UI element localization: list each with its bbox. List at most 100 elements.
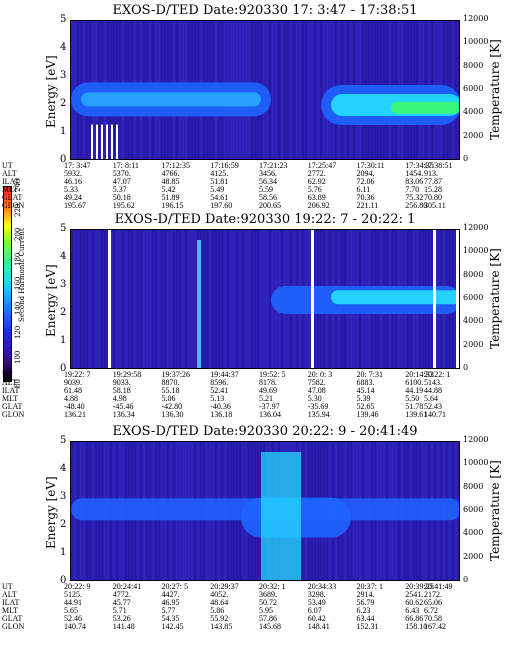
table-cell: 136.34 bbox=[112, 410, 135, 419]
table-cell: 158.10 bbox=[405, 622, 428, 631]
table-cell: 2541. bbox=[405, 590, 424, 599]
table-cell: 52.43 bbox=[424, 402, 442, 411]
table-cell: 58.56 bbox=[259, 193, 277, 202]
table-cell: 20:24:41 bbox=[112, 582, 142, 591]
y-axis-label: Energy [eV] bbox=[44, 264, 58, 337]
table-cell: 50.18 bbox=[112, 193, 131, 202]
table-cell: 49.24 bbox=[64, 193, 82, 202]
energy-band-peak bbox=[391, 101, 459, 114]
table-cell: 63.89 bbox=[307, 193, 326, 202]
table-cell: -35.69 bbox=[307, 402, 329, 411]
y2-tick-label: 0 bbox=[463, 575, 469, 584]
row-label: GLON bbox=[2, 201, 25, 210]
texture-stripe bbox=[122, 230, 124, 368]
table-cell: 55.18 bbox=[161, 386, 180, 395]
table-cell: 221.11 bbox=[356, 201, 379, 210]
table-cell: 5.86 bbox=[210, 606, 225, 615]
row-label: ALT bbox=[2, 590, 17, 599]
table-cell: 44.19 bbox=[405, 386, 424, 395]
texture-stripe bbox=[269, 21, 271, 159]
row-label: ALT bbox=[2, 169, 17, 178]
table-cell: 48.85 bbox=[161, 177, 180, 186]
texture-stripe bbox=[299, 21, 301, 159]
table-cell: 8178. bbox=[259, 378, 277, 387]
table-cell: 45.14 bbox=[356, 386, 375, 395]
table-cell: 17:38:51 bbox=[424, 161, 453, 170]
table-cell: 6.07 bbox=[307, 606, 322, 615]
y2-tick-label: 12000 bbox=[463, 223, 489, 232]
table-cell: 17:34:35 bbox=[405, 161, 434, 170]
row-label: MLT bbox=[2, 394, 19, 403]
data-gap bbox=[311, 230, 314, 368]
texture-stripe bbox=[146, 230, 148, 368]
y-axis-label: Energy [eV] bbox=[44, 476, 58, 549]
table-cell: 5143. bbox=[424, 378, 442, 387]
table-cell: 62.92 bbox=[307, 177, 326, 186]
texture-stripe bbox=[308, 21, 310, 159]
y-tick-label: 5 bbox=[60, 14, 67, 25]
y-tick-label: 2 bbox=[60, 98, 67, 109]
y-tick-label: 1 bbox=[60, 126, 67, 137]
table-cell: 5.49 bbox=[210, 185, 225, 194]
y-tick-label: 1 bbox=[60, 335, 67, 346]
table-cell: 196.15 bbox=[161, 201, 184, 210]
energy-band-core bbox=[81, 92, 261, 107]
table-cell: 142.45 bbox=[161, 622, 184, 631]
table-cell: 3298. bbox=[307, 590, 326, 599]
table-cell: 20:27: 5 bbox=[161, 582, 188, 591]
vertical-spike bbox=[197, 240, 201, 368]
y2-axis-label: Temperature [K] bbox=[488, 248, 502, 349]
texture-stripe bbox=[131, 230, 133, 368]
white-spike bbox=[106, 124, 108, 159]
table-cell: 55.92 bbox=[210, 614, 229, 623]
data-gap bbox=[108, 230, 111, 368]
texture-stripe bbox=[284, 21, 286, 159]
texture-stripe bbox=[263, 230, 265, 368]
table-cell: 913. bbox=[424, 169, 438, 178]
y2-tick-label: 10000 bbox=[463, 37, 489, 47]
table-cell: 136.21 bbox=[64, 410, 86, 419]
chart-title: EXOS-D/TED Date:920330 17: 3:47 - 17:38:… bbox=[112, 3, 418, 18]
y-tick-label: 3 bbox=[60, 70, 67, 81]
broadband-burst bbox=[261, 452, 301, 580]
table-cell: 4.98 bbox=[112, 394, 127, 403]
table-cell: 5.37 bbox=[112, 185, 127, 194]
table-cell: 57.86 bbox=[259, 614, 277, 623]
table-cell: 152.31 bbox=[356, 622, 379, 631]
table-cell: 58.18 bbox=[112, 386, 131, 395]
table-cell: 20:22: 9 bbox=[64, 582, 91, 591]
y2-tick-label: 10000 bbox=[463, 458, 489, 468]
texture-stripe bbox=[119, 230, 121, 368]
table-cell: 20:14:33 bbox=[405, 370, 434, 379]
y2-tick-label: 0 bbox=[463, 363, 469, 372]
texture-stripe bbox=[185, 230, 187, 368]
table-cell: 17:12:35 bbox=[161, 161, 190, 170]
texture-stripe bbox=[269, 230, 271, 368]
table-cell: 51.78 bbox=[405, 402, 424, 411]
texture-stripe bbox=[227, 230, 229, 368]
data-gap bbox=[456, 230, 459, 368]
y-tick-label: 5 bbox=[60, 223, 67, 234]
row-label: GLAT bbox=[2, 402, 23, 411]
texture-stripe bbox=[158, 230, 160, 368]
texture-stripe bbox=[293, 21, 295, 159]
row-label: ILAT bbox=[2, 177, 20, 186]
table-cell: -45.46 bbox=[112, 402, 134, 411]
table-cell: -37.97 bbox=[259, 402, 280, 411]
texture-stripe bbox=[317, 21, 319, 159]
row-label: MLT bbox=[2, 606, 19, 615]
texture-stripe bbox=[149, 230, 151, 368]
table-cell: 4772. bbox=[112, 590, 131, 599]
y-tick-label: 3 bbox=[60, 491, 67, 502]
row-label: UT bbox=[2, 161, 13, 170]
table-cell: 135.94 bbox=[307, 410, 330, 419]
spectrogram-plot bbox=[70, 20, 460, 160]
table-cell: 20: 7:31 bbox=[356, 370, 383, 379]
table-cell: 48.64 bbox=[210, 598, 229, 607]
y2-tick-label: 2000 bbox=[463, 339, 484, 349]
table-cell: 19:29:58 bbox=[112, 370, 142, 379]
table-cell: 17: 8:11 bbox=[112, 161, 139, 170]
y2-tick-label: 12000 bbox=[463, 435, 489, 444]
table-cell: 206.92 bbox=[307, 201, 330, 210]
table-cell: 5.65 bbox=[64, 606, 78, 615]
